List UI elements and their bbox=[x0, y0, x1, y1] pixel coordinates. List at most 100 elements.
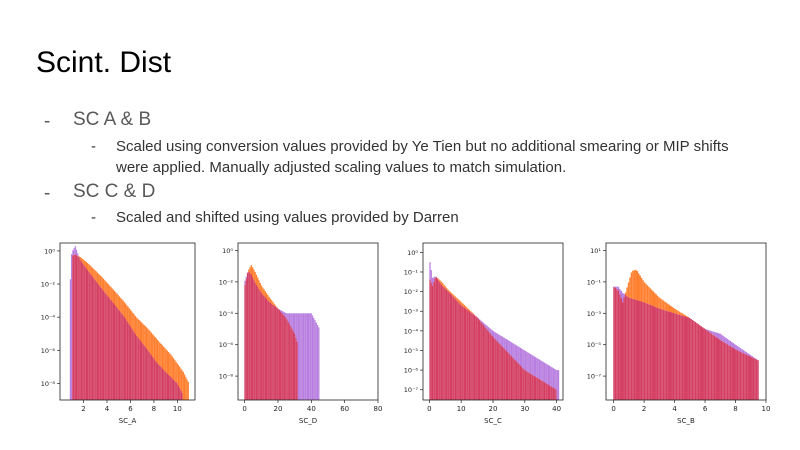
sim-bar bbox=[557, 370, 560, 400]
overlap-bar bbox=[269, 302, 272, 400]
data-bar bbox=[183, 374, 186, 400]
overlap-bar bbox=[172, 379, 175, 400]
overlap-bar bbox=[536, 377, 538, 400]
data-bar bbox=[447, 289, 449, 292]
overlap-bar bbox=[667, 311, 669, 400]
y-tick-label: 10⁻⁴ bbox=[41, 314, 56, 322]
overlap-bar bbox=[175, 382, 177, 400]
data-bar bbox=[107, 284, 110, 297]
data-bar bbox=[266, 293, 268, 299]
sim-bar bbox=[718, 333, 720, 339]
overlap-bar bbox=[541, 380, 543, 400]
data-bar bbox=[651, 289, 653, 306]
data-bar bbox=[253, 269, 255, 281]
overlap-bar bbox=[254, 282, 256, 400]
data-bar bbox=[139, 321, 141, 341]
data-bar bbox=[449, 291, 451, 294]
overlap-bar bbox=[73, 255, 75, 400]
data-bar bbox=[166, 350, 168, 374]
data-bar bbox=[134, 316, 137, 335]
overlap-bar bbox=[122, 315, 124, 400]
data-bar bbox=[145, 327, 148, 349]
overlap-bar bbox=[106, 295, 108, 400]
data-bar bbox=[271, 300, 273, 304]
overlap-bar bbox=[504, 349, 506, 400]
sub-bullet-dash: - bbox=[91, 138, 96, 155]
overlap-bar bbox=[687, 317, 689, 400]
data-bar bbox=[125, 303, 127, 319]
data-bar bbox=[470, 311, 472, 313]
sim-bar bbox=[745, 352, 748, 355]
data-bar bbox=[123, 302, 126, 317]
data-bar bbox=[133, 314, 135, 333]
sim-bar bbox=[527, 352, 529, 373]
sim-bar bbox=[285, 312, 287, 318]
overlap-bar bbox=[734, 348, 736, 400]
sim-bar bbox=[734, 344, 736, 349]
sim-bar bbox=[505, 339, 507, 351]
overlap-bar bbox=[296, 341, 298, 400]
overlap-bar bbox=[266, 298, 268, 400]
histogram-sc-a-svg: 2 4 6 8 10 10⁰ 10⁻² 10⁻⁴ 10⁻⁶ 10⁻⁸ SC_A bbox=[41, 242, 196, 425]
data-bar bbox=[116, 293, 118, 308]
sim-bar bbox=[728, 339, 730, 346]
overlap-bar bbox=[456, 300, 458, 400]
overlap-bar bbox=[142, 343, 144, 400]
data-bar bbox=[132, 312, 134, 331]
overlap-bar bbox=[84, 266, 86, 400]
overlap-bar bbox=[285, 317, 287, 400]
overlap-bar bbox=[642, 302, 644, 400]
data-bar bbox=[120, 297, 122, 313]
overlap-bar bbox=[715, 336, 717, 400]
overlap-bar bbox=[517, 362, 519, 400]
axes-frame bbox=[605, 242, 767, 401]
sim-bar bbox=[484, 323, 486, 327]
histogram-sc-c: 0 10 20 30 40 10⁰ 10⁻¹ 10⁻² 10⁻³ 10⁻⁴ 10⁻⁵ 10⁻⁶ 10⁻⁷… bbox=[385, 233, 565, 425]
overlap-bar bbox=[462, 306, 464, 400]
overlap-bar bbox=[443, 287, 445, 400]
overlap-bar bbox=[107, 296, 110, 400]
sim-bar bbox=[301, 313, 303, 400]
sub-bullet-darren-note: Scaled and shifted using values provided… bbox=[116, 209, 459, 226]
sim-bar bbox=[738, 347, 740, 352]
x-tick-label: 0 bbox=[611, 405, 615, 413]
data-bar bbox=[645, 283, 647, 304]
overlap-bar bbox=[264, 297, 266, 400]
sim-bar bbox=[725, 337, 727, 344]
x-tick-label: 4 bbox=[672, 405, 677, 413]
overlap-bar bbox=[659, 308, 662, 400]
data-bar bbox=[95, 271, 97, 282]
sim-bar bbox=[306, 313, 308, 400]
overlap-bar bbox=[463, 307, 465, 400]
y-tick-label: 10⁻⁵ bbox=[587, 341, 602, 349]
sim-bar bbox=[305, 313, 307, 400]
data-bar bbox=[161, 345, 164, 369]
overlap-bar bbox=[664, 310, 666, 400]
sim-bar bbox=[77, 253, 79, 256]
data-bar bbox=[163, 346, 165, 370]
data-bar bbox=[630, 272, 633, 299]
data-bar bbox=[82, 258, 84, 264]
data-bar bbox=[674, 308, 676, 314]
overlap-bar bbox=[88, 271, 90, 400]
overlap-bar bbox=[287, 321, 289, 400]
data-bar bbox=[129, 309, 132, 327]
overlap-bar bbox=[128, 324, 130, 400]
y-tick-label: 10⁻⁸ bbox=[219, 373, 234, 381]
sim-bar bbox=[542, 361, 544, 382]
sim-bar bbox=[518, 346, 520, 365]
data-bar bbox=[138, 319, 140, 339]
overlap-bar bbox=[545, 383, 547, 400]
overlap-bar bbox=[133, 332, 135, 400]
overlap-bar bbox=[652, 306, 654, 400]
overlap-bar bbox=[726, 344, 729, 400]
x-tick-label: 2 bbox=[81, 405, 85, 413]
sim-bar bbox=[713, 331, 716, 336]
overlap-bar bbox=[89, 273, 91, 400]
x-tick-label: 6 bbox=[703, 405, 708, 413]
overlap-bar bbox=[291, 328, 293, 400]
overlap-bar bbox=[148, 351, 150, 400]
data-bar bbox=[127, 306, 129, 323]
overlap-bar bbox=[149, 353, 151, 400]
overlap-bar bbox=[170, 377, 172, 400]
